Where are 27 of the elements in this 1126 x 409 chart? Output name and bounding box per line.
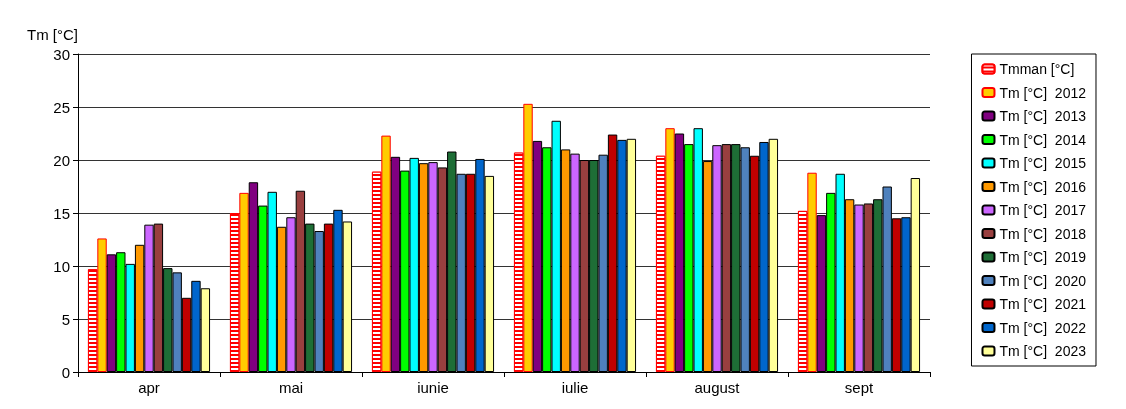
y-tick-label: 25 bbox=[53, 98, 70, 116]
legend-label: Tm [°C] 2012 bbox=[999, 84, 1087, 101]
legend-label: Tm [°C] 2013 bbox=[999, 108, 1087, 124]
x-tick-label: mai bbox=[278, 379, 304, 396]
legend-label: Tm [°C] 2015 bbox=[999, 155, 1087, 171]
x-tick-label: sept bbox=[844, 379, 874, 396]
y-axis-title: Tm [°C] bbox=[27, 26, 78, 43]
x-tick-label: iulie bbox=[561, 379, 589, 396]
legend-label: Tm [°C] 2016 bbox=[999, 178, 1087, 195]
x-tick-label: august bbox=[694, 379, 741, 396]
legend-label: Tm [°C] 2021 bbox=[999, 296, 1087, 312]
legend-label: Tm [°C] 2019 bbox=[999, 249, 1087, 265]
y-tick-label: 20 bbox=[53, 151, 70, 169]
legend-label: Tm [°C] 2022 bbox=[999, 319, 1087, 336]
x-tick-label: iunie bbox=[417, 379, 449, 396]
y-tick-label: 5 bbox=[61, 310, 70, 328]
legend-label: Tm [°C] 2020 bbox=[999, 272, 1087, 289]
y-tick-label: 15 bbox=[53, 204, 70, 222]
y-tick-label: 0 bbox=[61, 363, 70, 381]
legend-label: Tmman [°C] bbox=[999, 61, 1075, 77]
legend-label: Tm [°C] 2017 bbox=[999, 202, 1087, 218]
y-tick-label: 10 bbox=[53, 257, 70, 275]
y-tick-label: 30 bbox=[53, 45, 70, 63]
legend-label: Tm [°C] 2014 bbox=[999, 131, 1087, 148]
x-tick-label: apr bbox=[138, 379, 160, 396]
legend-label: Tm [°C] 2023 bbox=[999, 343, 1087, 359]
legend-label: Tm [°C] 2018 bbox=[999, 225, 1087, 242]
